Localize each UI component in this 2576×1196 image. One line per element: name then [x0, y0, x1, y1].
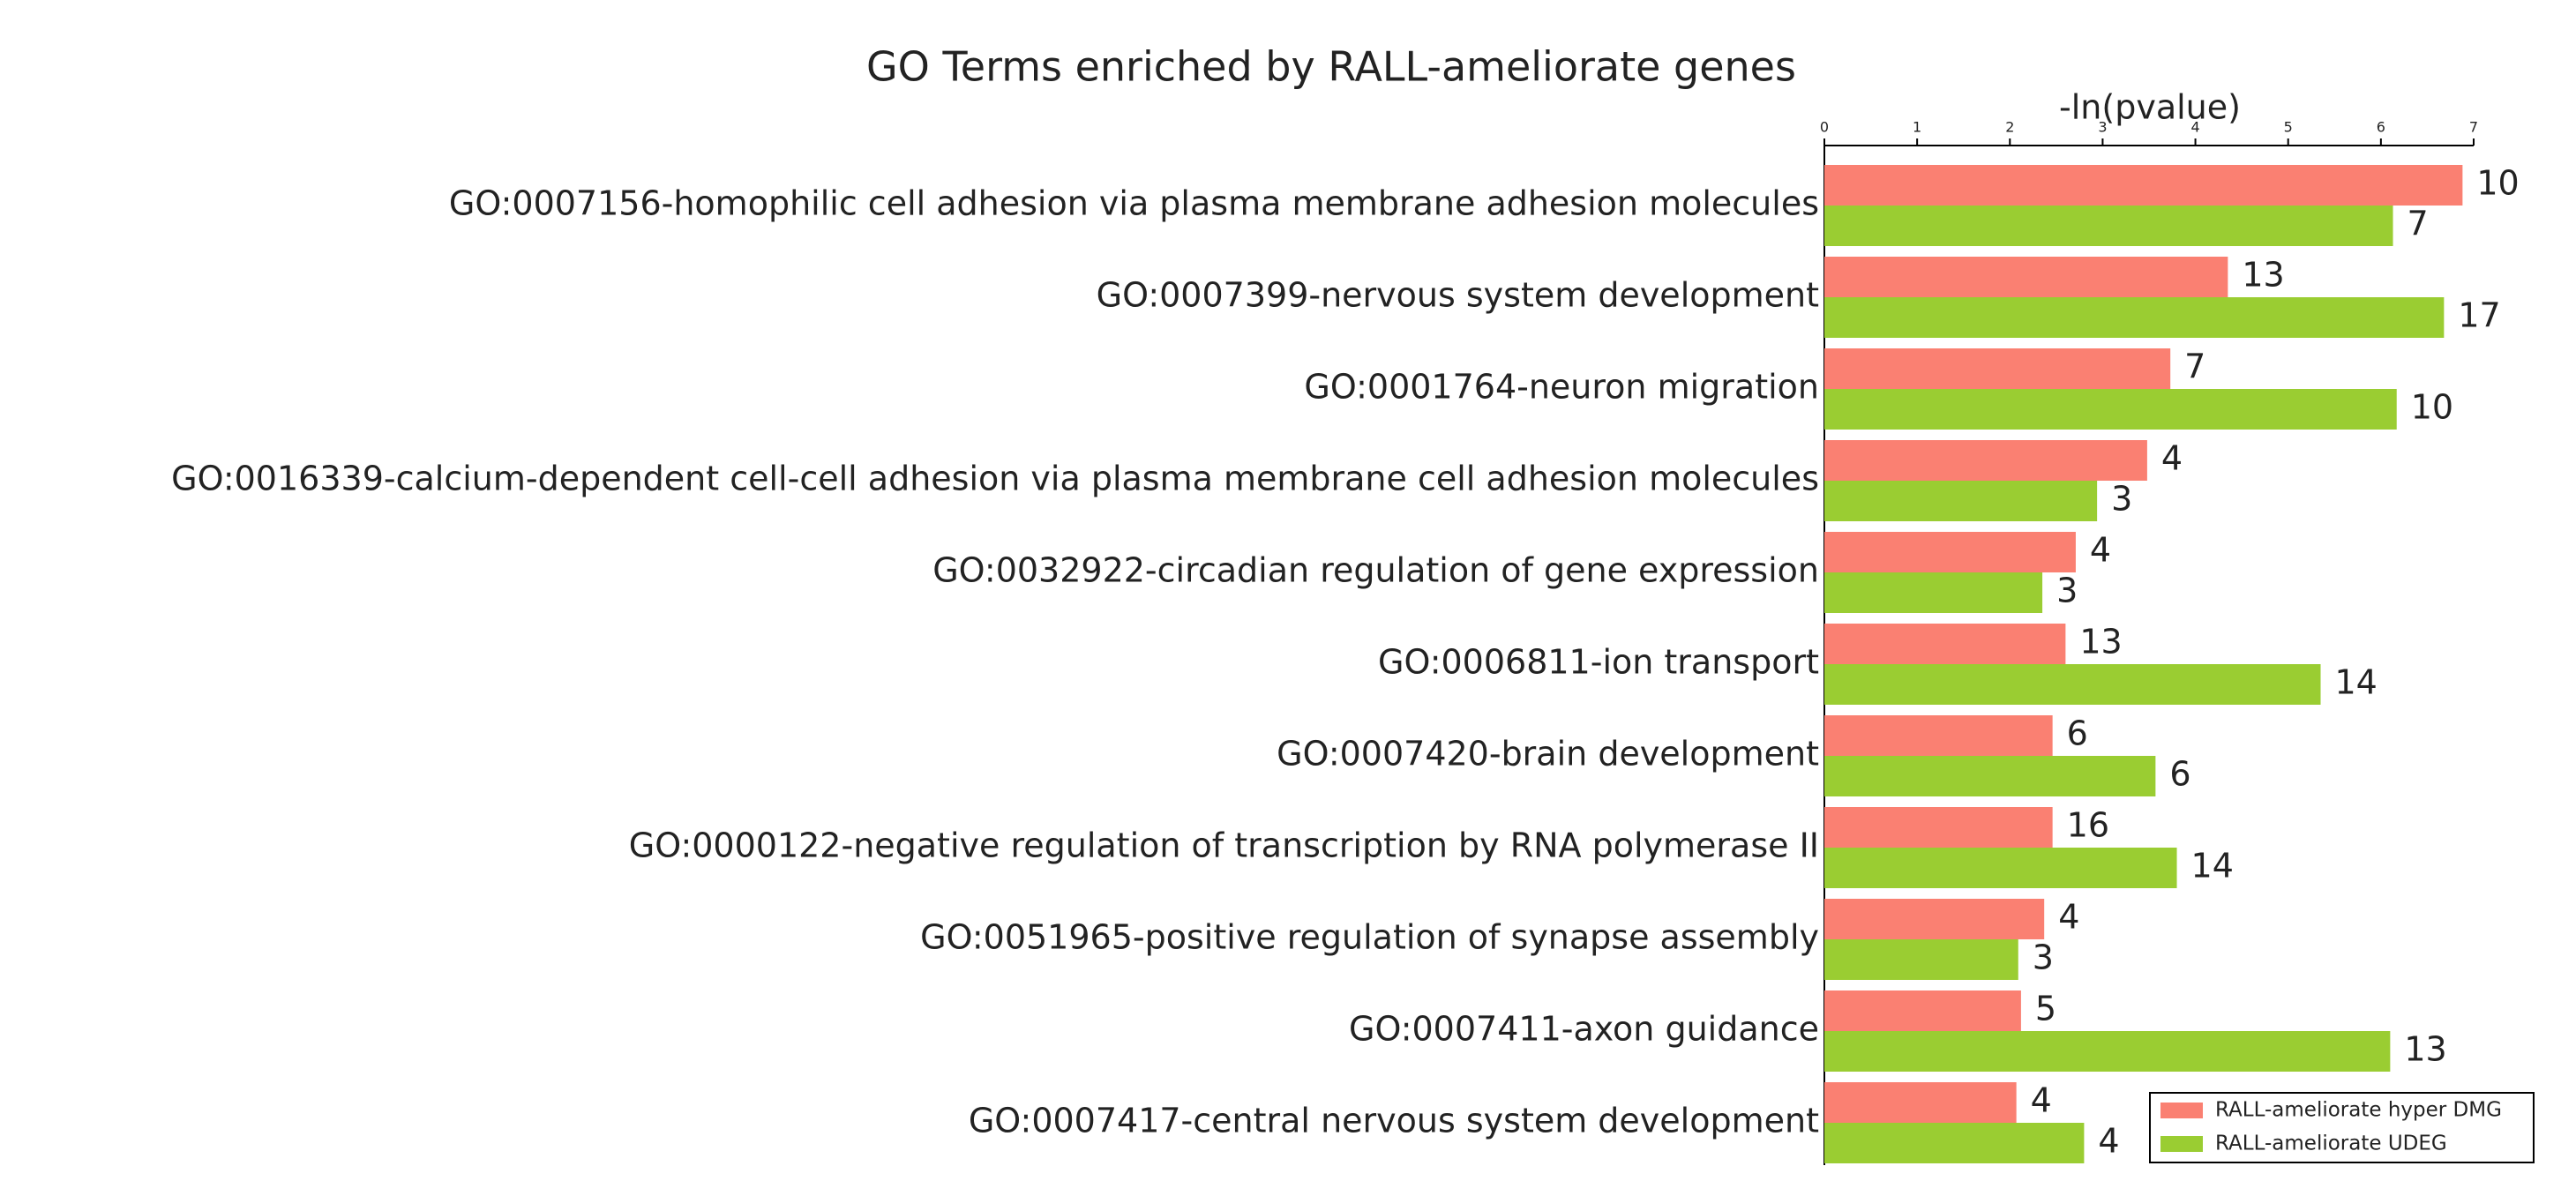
bar	[1824, 348, 2171, 389]
bar	[1824, 715, 2053, 756]
y-tick-label: GO:0006811-ion transport	[1378, 643, 1819, 682]
y-tick-label: GO:0001764-neuron migration	[1304, 368, 1819, 407]
legend-label: RALL-ameliorate UDEG	[2215, 1132, 2447, 1155]
y-tick-label: GO:0007420-brain development	[1277, 735, 1819, 774]
bar	[1824, 297, 2445, 338]
x-tick-label: 7	[2469, 119, 2478, 136]
legend-swatch	[2160, 1103, 2203, 1118]
x-tick-label: 3	[2098, 119, 2107, 136]
data-label: 3	[2111, 480, 2132, 519]
chart-title: GO Terms enriched by RALL-ameliorate gen…	[866, 43, 1796, 91]
bar	[1824, 990, 2021, 1031]
data-label: 14	[2191, 847, 2234, 886]
bar	[1824, 165, 2463, 206]
y-tick-label: GO:0016339-calcium-dependent cell-cell a…	[171, 460, 1819, 498]
bar	[1824, 532, 2076, 572]
data-label: 3	[2033, 938, 2054, 977]
legend-box	[2149, 1092, 2535, 1163]
x-tick-label: 4	[2190, 119, 2199, 136]
data-label: 10	[2476, 164, 2519, 203]
bar	[1824, 1082, 2017, 1123]
bar	[1824, 572, 2043, 613]
y-tick-label: GO:0007417-central nervous system develo…	[969, 1102, 1819, 1140]
y-tick-label: GO:0007399-nervous system development	[1097, 276, 1819, 315]
data-label: 4	[2058, 898, 2079, 937]
bar	[1824, 206, 2393, 246]
data-label: 4	[2090, 531, 2111, 570]
y-tick-label: GO:0007156-homophilic cell adhesion via …	[449, 184, 1819, 223]
bar	[1824, 939, 2018, 980]
y-tick-label: GO:0007411-axon guidance	[1349, 1010, 1819, 1049]
data-label: 7	[2408, 205, 2429, 243]
data-label: 13	[2404, 1030, 2446, 1069]
y-tick-label: GO:0032922-circadian regulation of gene …	[932, 551, 1819, 590]
x-tick-label: 0	[1820, 119, 1829, 136]
bar	[1824, 848, 2177, 888]
y-tick-label: GO:0000122-negative regulation of transc…	[629, 826, 1819, 865]
y-tick-label: GO:0051965-positive regulation of synaps…	[920, 918, 1819, 957]
data-label: 6	[2067, 714, 2088, 753]
data-label: 6	[2169, 755, 2190, 794]
bar	[1824, 389, 2397, 430]
data-label: 3	[2056, 572, 2078, 610]
x-tick-label: 1	[1913, 119, 1921, 136]
data-label: 7	[2184, 348, 2205, 386]
bar	[1824, 664, 2321, 705]
legend-label: RALL-ameliorate hyper DMG	[2215, 1099, 2502, 1122]
data-label: 14	[2335, 663, 2378, 702]
x-tick-label: 2	[2005, 119, 2014, 136]
bar	[1824, 481, 2098, 521]
data-label: 13	[2242, 256, 2284, 295]
data-label: 4	[2031, 1081, 2052, 1120]
bar	[1824, 1123, 2085, 1163]
x-axis-label: -ln(pvalue)	[2059, 88, 2241, 127]
data-label: 4	[2098, 1122, 2119, 1161]
data-label: 16	[2067, 806, 2109, 845]
data-label: 5	[2035, 990, 2056, 1028]
bar	[1824, 1031, 2391, 1072]
bar	[1824, 807, 2053, 848]
bar	[1824, 899, 2045, 939]
data-label: 10	[2411, 388, 2453, 427]
bar	[1824, 624, 2066, 664]
legend-swatch	[2160, 1136, 2203, 1152]
data-label: 17	[2458, 296, 2500, 335]
x-tick-label: 6	[2377, 119, 2385, 136]
bar	[1824, 440, 2147, 481]
data-label: 13	[2079, 623, 2122, 662]
data-label: 4	[2161, 439, 2183, 478]
bar	[1824, 756, 2156, 796]
x-tick-label: 5	[2284, 119, 2293, 136]
bar	[1824, 257, 2228, 297]
